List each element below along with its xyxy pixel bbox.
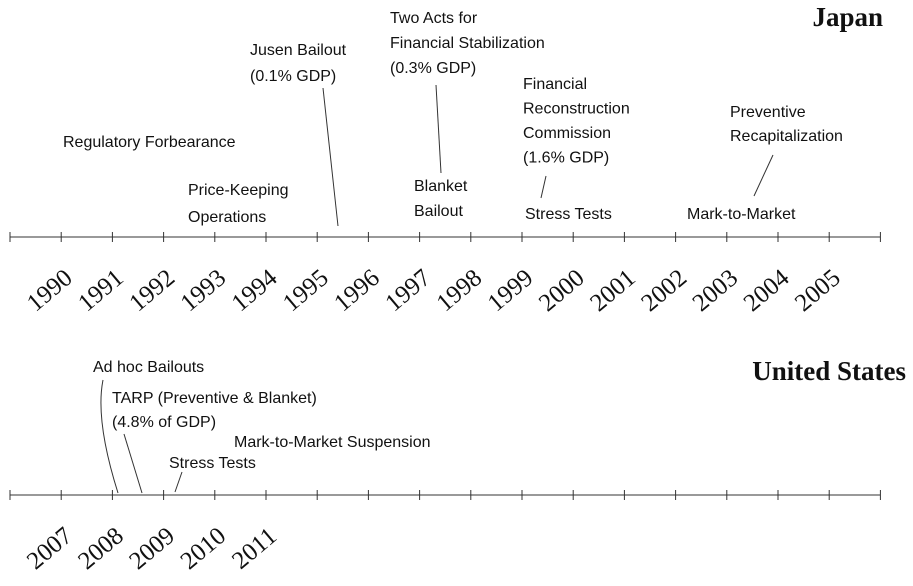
- year-label: 2007: [22, 522, 78, 575]
- event-label: Mark-to-Market: [687, 206, 796, 223]
- event-label: Jusen Bailout: [250, 42, 347, 59]
- year-label: 2004: [739, 264, 795, 317]
- event-label: (1.6% GDP): [523, 150, 609, 167]
- connector: [100, 379, 119, 494]
- year-label: 1993: [176, 264, 232, 317]
- connector: [753, 154, 774, 197]
- event-label: (0.3% GDP): [390, 60, 476, 77]
- event-label: Mark-to-Market Suspension: [234, 434, 431, 451]
- year-label: 1991: [73, 264, 129, 317]
- event-label: Ad hoc Bailouts: [93, 359, 204, 376]
- event-label: Regulatory Forbearance: [63, 134, 236, 151]
- year-label: 1994: [227, 264, 283, 317]
- year-label: 1997: [380, 264, 436, 317]
- year-label: 2009: [124, 522, 180, 575]
- event-label: Stress Tests: [169, 455, 256, 472]
- connector: [540, 175, 547, 199]
- year-label: 2005: [790, 264, 846, 317]
- year-label: 2003: [688, 264, 744, 317]
- year-label: 1995: [278, 264, 334, 317]
- event-label: Reconstruction: [523, 101, 630, 118]
- event-label: Preventive: [730, 104, 806, 121]
- event-label: TARP (Preventive & Blanket): [112, 390, 317, 407]
- event-label: Bailout: [414, 203, 463, 220]
- year-label: 2011: [227, 523, 282, 575]
- year-label: 2002: [636, 264, 692, 317]
- year-label: 1998: [432, 264, 488, 317]
- event-label: Commission: [523, 125, 611, 142]
- year-label: 1996: [329, 264, 385, 317]
- event-label: Blanket: [414, 178, 468, 195]
- event-label: Stress Tests: [525, 206, 612, 223]
- event-label: (4.8% of GDP): [112, 414, 216, 431]
- event-label: Two Acts for: [390, 10, 478, 27]
- event-label: Price-Keeping: [188, 182, 289, 199]
- event-label: (0.1% GDP): [250, 68, 336, 85]
- year-label: 2000: [534, 264, 590, 317]
- event-label: Financial Stabilization: [390, 35, 545, 52]
- connector: [322, 87, 339, 227]
- event-label: Financial: [523, 76, 587, 93]
- year-label: 1999: [483, 264, 539, 317]
- connector: [435, 84, 442, 174]
- event-label: Operations: [188, 209, 266, 226]
- year-label: 1992: [124, 264, 180, 317]
- connector: [123, 433, 143, 494]
- title: Japan: [812, 2, 883, 32]
- event-label: Recapitalization: [730, 128, 843, 145]
- connector: [174, 471, 183, 493]
- year-label: 2010: [176, 522, 232, 575]
- year-label: 2008: [73, 522, 129, 575]
- year-label: 2001: [585, 264, 641, 317]
- title: United States: [752, 356, 906, 386]
- year-label: 1990: [22, 264, 78, 317]
